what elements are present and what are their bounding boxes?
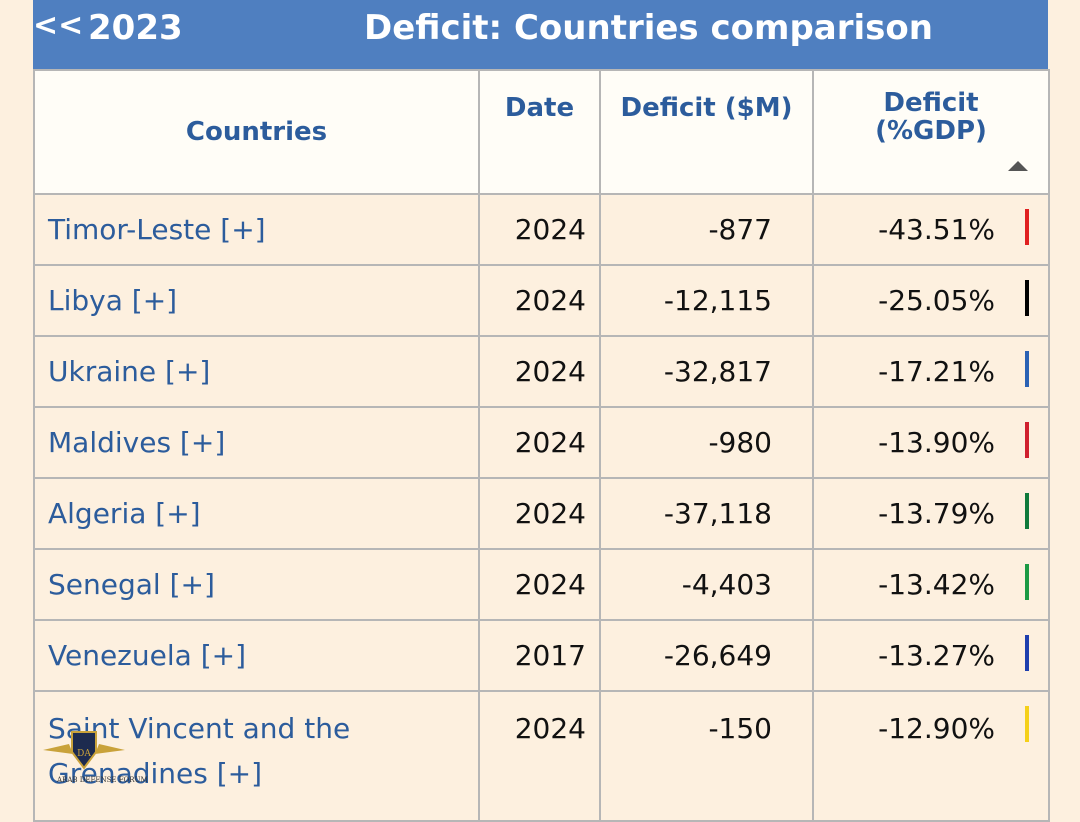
column-header-countries[interactable]: Countries — [33, 69, 480, 195]
country-color-bar — [1025, 351, 1029, 387]
deficit-usd-cell: -12,115 — [599, 264, 814, 337]
deficit-usd-cell: -37,118 — [599, 477, 814, 550]
deficit-usd-cell: -4,403 — [599, 548, 814, 621]
country-link[interactable]: Maldives [+] — [33, 406, 480, 479]
country-link[interactable]: Algeria [+] — [33, 477, 480, 550]
deficit-usd-cell: -150 — [599, 690, 814, 822]
date-cell: 2017 — [478, 619, 601, 692]
country-color-bar — [1025, 209, 1029, 245]
country-link[interactable]: Timor-Leste [+] — [33, 193, 480, 266]
country-link[interactable]: Ukraine [+] — [33, 335, 480, 408]
deficit-gdp-cell: -13.42% — [812, 548, 1050, 621]
column-header-deficit-gdp[interactable]: Deficit (%GDP) — [812, 69, 1050, 195]
deficit-gdp-cell: -13.90% — [812, 406, 1050, 479]
shield-wings-icon: DA — [43, 731, 125, 770]
column-header-date[interactable]: Date — [478, 69, 601, 195]
table-row: Saint Vincent and the Grenadines [+] 2024… — [33, 690, 1050, 822]
country-color-bar — [1025, 635, 1029, 671]
year-label: 2023 — [88, 8, 183, 48]
country-color-bar — [1025, 564, 1029, 600]
deficit-gdp-cell: -25.05% — [812, 264, 1050, 337]
country-link[interactable]: Venezuela [+] — [33, 619, 480, 692]
sort-descending-icon[interactable] — [1008, 161, 1028, 171]
deficit-gdp-cell: -17.21% — [812, 335, 1050, 408]
table-header-row: Countries Date Deficit ($M) Deficit (%GD… — [33, 69, 1050, 195]
date-cell: 2024 — [478, 406, 601, 479]
date-cell: 2024 — [478, 477, 601, 550]
table-row: Venezuela [+] 2017 -26,649 -13.27% — [33, 619, 1050, 692]
table-row: Maldives [+] 2024 -980 -13.90% — [33, 406, 1050, 479]
date-cell: 2024 — [478, 690, 601, 822]
deficit-table: Countries Date Deficit ($M) Deficit (%GD… — [33, 69, 1050, 822]
country-link[interactable]: Libya [+] — [33, 264, 480, 337]
forum-watermark-logo: DA ARAB DEFENSE FORUM — [39, 728, 148, 794]
deficit-usd-cell: -980 — [599, 406, 814, 479]
deficit-gdp-cell: -12.90% — [812, 690, 1050, 822]
deficit-usd-cell: -26,649 — [599, 619, 814, 692]
deficit-gdp-cell: -13.79% — [812, 477, 1050, 550]
deficit-usd-cell: -877 — [599, 193, 814, 266]
deficit-usd-cell: -32,817 — [599, 335, 814, 408]
country-color-bar — [1025, 493, 1029, 529]
deficit-gdp-cell: -43.51% — [812, 193, 1050, 266]
country-color-bar — [1025, 706, 1029, 742]
table-row: Ukraine [+] 2024 -32,817 -17.21% — [33, 335, 1050, 408]
date-cell: 2024 — [478, 335, 601, 408]
page-title: Deficit: Countries comparison — [364, 8, 933, 48]
deficit-gdp-cell: -13.27% — [812, 619, 1050, 692]
table-row: Libya [+] 2024 -12,115 -25.05% — [33, 264, 1050, 337]
table-row: Algeria [+] 2024 -37,118 -13.79% — [33, 477, 1050, 550]
country-color-bar — [1025, 422, 1029, 458]
title-bar: << 2023 Deficit: Countries comparison — [33, 0, 1048, 69]
svg-text:DA: DA — [77, 749, 91, 759]
country-color-bar — [1025, 280, 1029, 316]
deficit-comparison-panel: << 2023 Deficit: Countries comparison Co… — [33, 0, 1050, 822]
date-cell: 2024 — [478, 193, 601, 266]
date-cell: 2024 — [478, 548, 601, 621]
watermark-text: ARAB DEFENSE FORUM — [57, 776, 148, 784]
back-button[interactable]: << — [33, 8, 84, 43]
country-link[interactable]: Senegal [+] — [33, 548, 480, 621]
column-header-deficit-usd[interactable]: Deficit ($M) — [599, 69, 814, 195]
table-row: Senegal [+] 2024 -4,403 -13.42% — [33, 548, 1050, 621]
date-cell: 2024 — [478, 264, 601, 337]
table-row: Timor-Leste [+] 2024 -877 -43.51% — [33, 193, 1050, 266]
